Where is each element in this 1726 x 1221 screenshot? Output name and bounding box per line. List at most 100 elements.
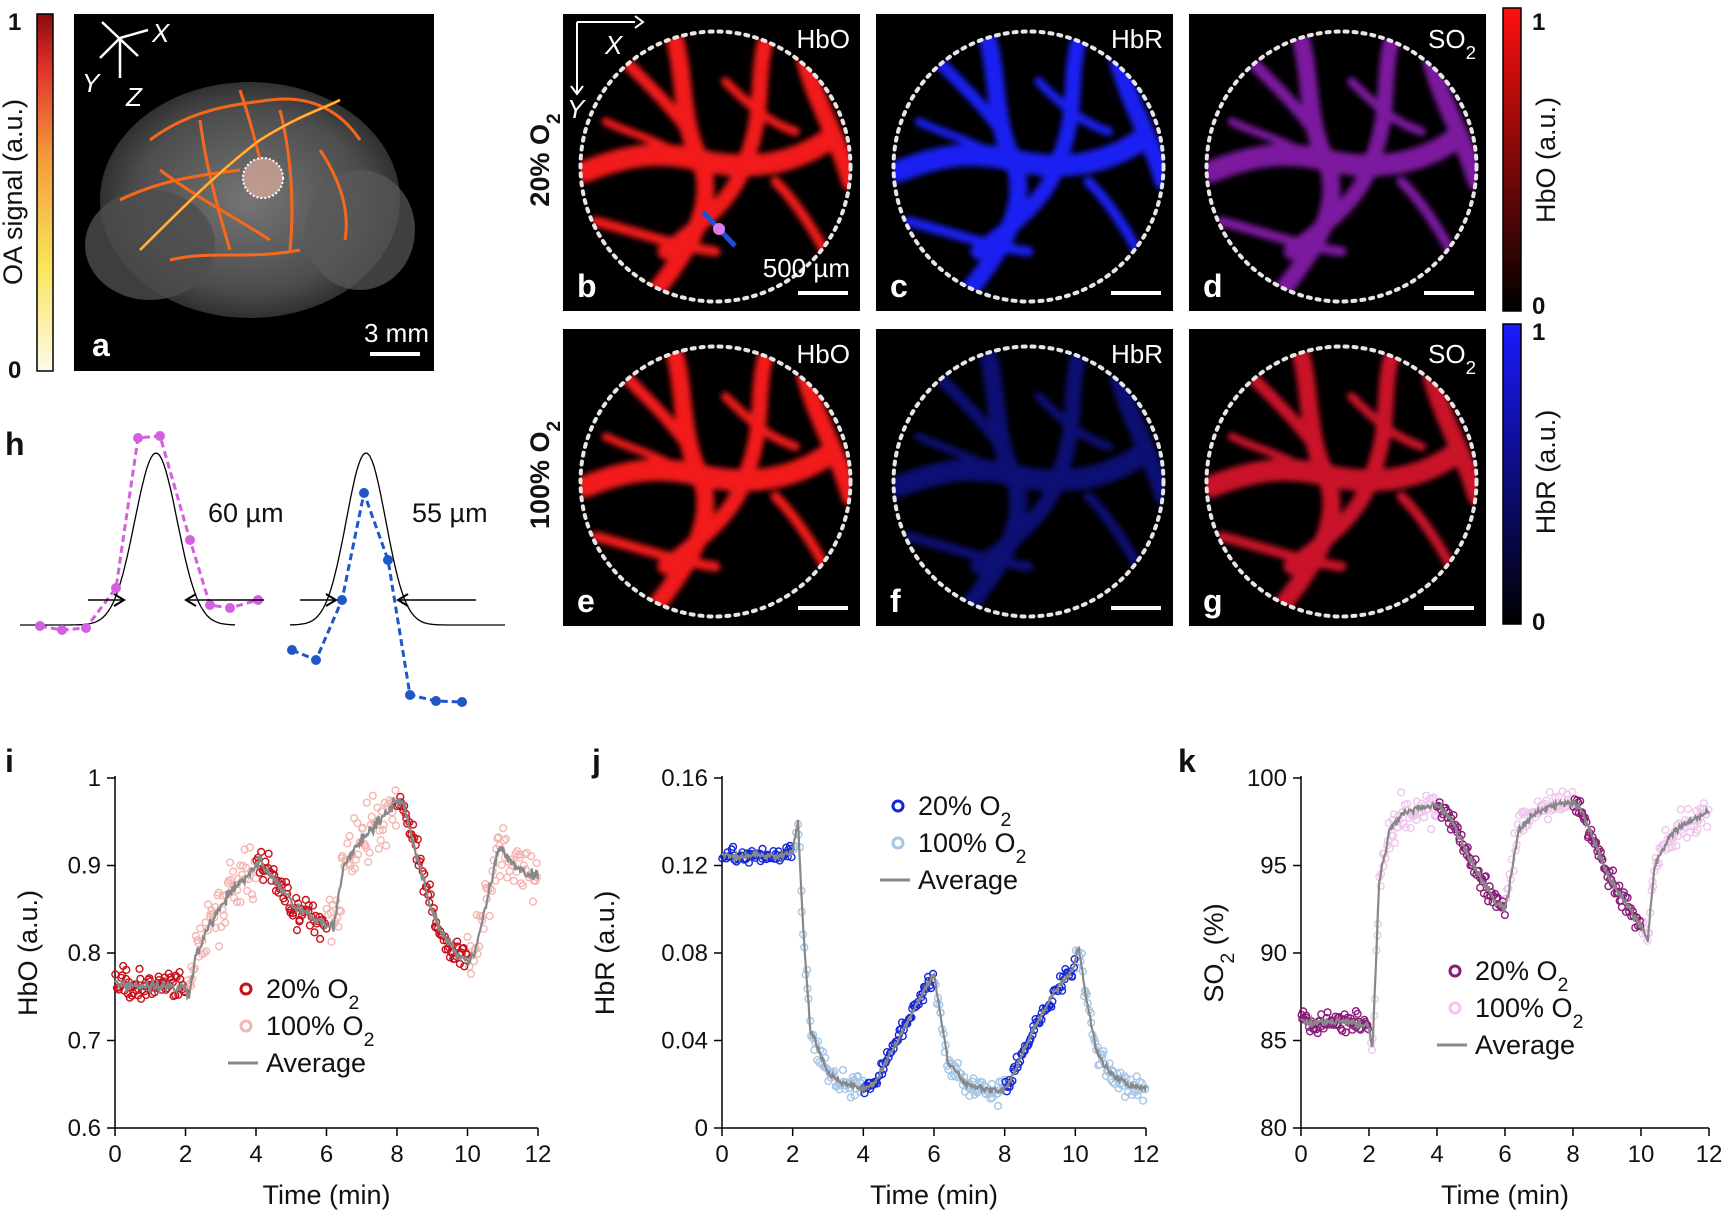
x-tick-label: 6 <box>1498 1141 1511 1168</box>
arrowhead <box>325 593 338 607</box>
y-tick-label: 0.04 <box>661 1028 708 1055</box>
profile-point <box>111 583 121 593</box>
data-point <box>350 864 360 873</box>
data-point <box>413 835 422 844</box>
data-point <box>245 843 255 852</box>
data-point <box>508 857 517 867</box>
axis-triad <box>99 21 149 78</box>
data-point <box>953 1058 963 1068</box>
x-tick-label: 12 <box>525 1141 552 1168</box>
panel-a: 1 0 OA signal (a.u.) X Y Z <box>0 9 434 384</box>
data-point <box>1672 841 1681 851</box>
gaussian-fit <box>20 452 235 626</box>
data-point <box>1361 1019 1371 1029</box>
data-point <box>247 890 257 899</box>
data-point <box>1437 813 1446 823</box>
average-line <box>114 796 540 1002</box>
data-point <box>122 965 131 974</box>
x-tick-label: 6 <box>927 1141 940 1168</box>
data-point <box>1077 949 1086 958</box>
chart-k: k 0 2 4 6 8 10 12 80 85 90 95 100 Time (min) SO2 (%) 20… <box>1178 743 1722 1210</box>
data-point <box>215 942 224 951</box>
hbr-colorbar-bar <box>1502 323 1522 625</box>
x-tick-label: 4 <box>1430 1141 1443 1168</box>
data-point <box>532 859 541 868</box>
data-point <box>295 915 304 925</box>
data-point <box>460 962 469 971</box>
brain-lobe <box>85 190 215 300</box>
oa-colorbar <box>36 13 54 372</box>
map-name: HbR <box>1111 24 1163 54</box>
legend-label: Average <box>266 1048 366 1078</box>
data-point <box>1429 793 1438 802</box>
fov-circle <box>1204 29 1479 304</box>
data-point <box>1554 792 1563 802</box>
row-label-100: 100% O2 <box>525 421 565 529</box>
data-point <box>142 990 151 1000</box>
gaussian-fit <box>289 452 505 626</box>
hbr-colorbar: 1 0 HbR (a.u.) <box>1502 319 1561 636</box>
brain-vessels-bright <box>139 99 341 251</box>
map-axis-x-label: X <box>604 30 624 60</box>
map-name: HbO <box>797 339 850 369</box>
profile-point <box>383 555 393 565</box>
data-point <box>813 1037 823 1046</box>
x-axis-label: Time (min) <box>870 1180 998 1210</box>
profile-point <box>35 621 45 631</box>
legend-marker <box>891 799 905 813</box>
data-point <box>351 855 361 864</box>
data-point <box>248 895 258 904</box>
data-point <box>282 877 291 887</box>
y-tick-label: 95 <box>1260 853 1287 880</box>
x-tick-label: 12 <box>1696 1141 1723 1168</box>
data-point <box>382 841 391 850</box>
data-point <box>493 834 502 843</box>
profile-marker <box>713 223 725 235</box>
data-point <box>257 847 266 857</box>
profile-point <box>57 625 67 635</box>
data-point <box>202 947 211 956</box>
data-point <box>1683 804 1693 814</box>
hbr-colorbar-max: 1 <box>1532 319 1545 346</box>
data-point <box>1545 788 1554 797</box>
data-point <box>1568 787 1577 796</box>
panel-letter-k: k <box>1178 743 1196 779</box>
row-label-20: 20% O2 <box>525 113 565 206</box>
data-point <box>1427 824 1436 834</box>
data-point <box>809 1030 818 1040</box>
data-point <box>316 934 325 944</box>
y-tick-label: 0.16 <box>661 765 708 792</box>
hbo-colorbar-label: HbO (a.u.) <box>1531 97 1561 223</box>
data-point <box>137 994 146 1003</box>
profile-point <box>155 431 165 441</box>
oa-colorbar-max: 1 <box>8 9 21 36</box>
y-axis-label: HbO (a.u.) <box>13 890 43 1016</box>
data-point <box>409 820 418 829</box>
data-point <box>1047 1002 1056 1011</box>
panel-letter-i: i <box>5 743 14 779</box>
x-tick-label: 2 <box>1362 1141 1375 1168</box>
data-point <box>1661 825 1670 835</box>
map-name: SO2 <box>1428 24 1476 63</box>
x-tick-label: 10 <box>454 1141 481 1168</box>
legend-label: 20% O2 <box>1475 956 1568 996</box>
data-point <box>1389 810 1399 819</box>
data-point <box>251 874 260 883</box>
data-point <box>1313 1028 1322 1038</box>
data-point <box>1401 823 1411 832</box>
x-tick-label: 0 <box>1294 1141 1307 1168</box>
average-line <box>721 819 1148 1096</box>
data-point <box>292 925 302 935</box>
x-tick-label: 8 <box>998 1141 1011 1168</box>
profile-point <box>337 595 347 605</box>
profile-point <box>311 655 321 665</box>
data-point <box>326 908 335 917</box>
x-tick-label: 10 <box>1062 1141 1089 1168</box>
panel-letter-g: g <box>1203 583 1223 619</box>
legend-label: Average <box>1475 1030 1575 1060</box>
legend-marker <box>1448 1001 1462 1015</box>
data-point <box>345 831 354 841</box>
data-point <box>391 786 400 795</box>
